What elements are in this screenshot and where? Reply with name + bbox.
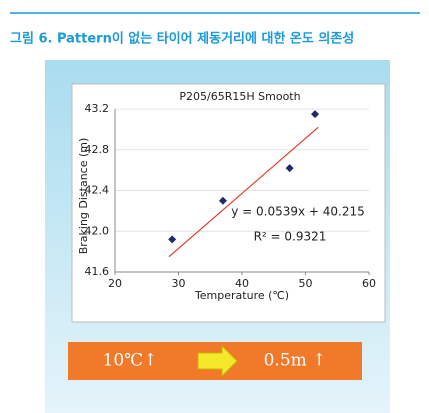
equation: y = 0.0539x + 40.215: [231, 205, 365, 219]
y-tick-label: 42.8: [85, 143, 110, 156]
y-axis-label: Braking Distance (m): [77, 138, 90, 255]
caption: 그림 6. Pattern이 없는 타이어 제동거리에 대한 온도 의존성: [10, 31, 354, 47]
point: [311, 110, 320, 119]
x-tick-label: 60: [362, 277, 376, 290]
banner-left: 10℃↑: [103, 351, 158, 371]
point: [218, 196, 227, 205]
trendline: [168, 126, 319, 258]
y-tick-label: 42.4: [85, 184, 110, 197]
y-tick-label: 41.6: [85, 265, 110, 278]
x-tick-label: 40: [235, 277, 249, 290]
y-tick-label: 43.2: [85, 102, 110, 115]
x-tick-label: 30: [172, 277, 186, 290]
arrow: [197, 344, 238, 378]
banner-right: 0.5m ↑: [264, 351, 327, 371]
point: [285, 164, 294, 173]
point: [168, 235, 177, 244]
chart-title: P205/65R15H Smooth: [179, 90, 300, 103]
r-squared: R² = 0.9321: [254, 230, 327, 244]
x-tick-label: 50: [299, 277, 313, 290]
chart-box: [71, 83, 386, 323]
x-tick-label: 20: [108, 277, 122, 290]
x-axis-label: Temperature (℃): [194, 289, 289, 302]
y-tick-label: 42.0: [85, 224, 110, 237]
